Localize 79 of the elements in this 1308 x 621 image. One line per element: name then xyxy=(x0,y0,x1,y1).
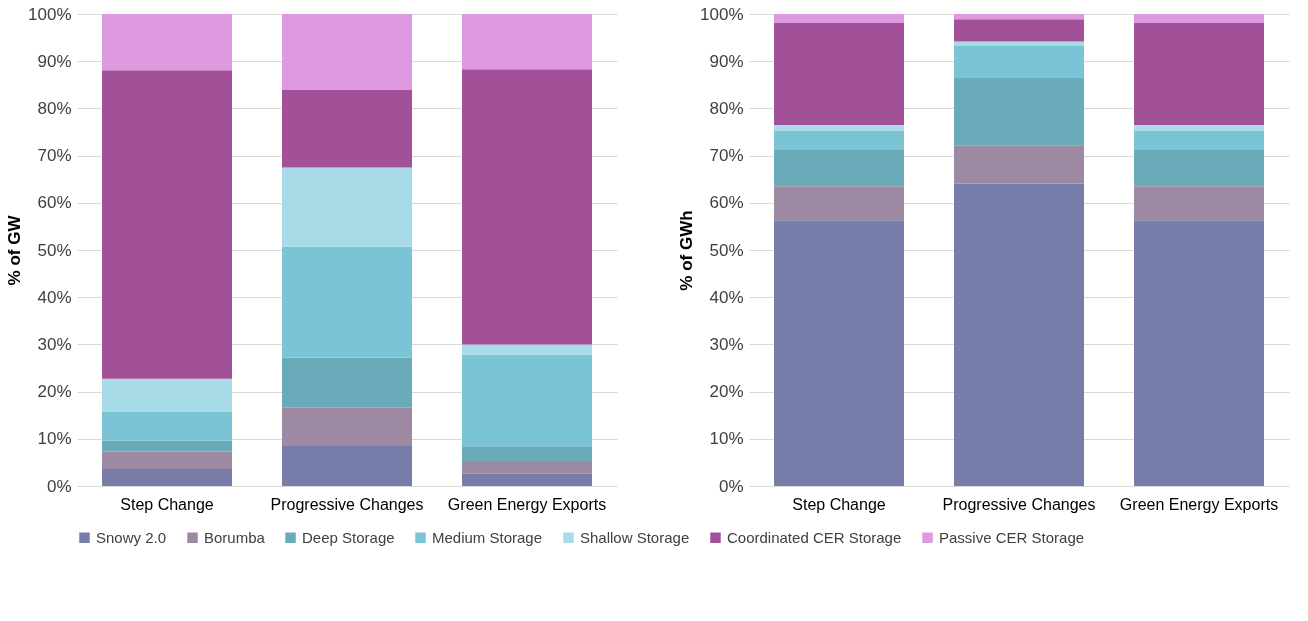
y-tick-label: 20% xyxy=(709,382,744,402)
x-tick-label: Green Energy Exports xyxy=(447,495,607,513)
y-tick-label: 70% xyxy=(37,146,72,166)
bar xyxy=(1134,130,1264,150)
legend-label: Passive CER Storage xyxy=(939,528,1085,546)
x-tick-label: Step Change xyxy=(792,495,886,513)
legend-label: Deep Storage xyxy=(302,528,395,546)
y-tick-label: 30% xyxy=(709,334,744,354)
bar xyxy=(102,469,232,486)
y-axis-title: % of GW xyxy=(5,214,25,286)
bar xyxy=(774,130,904,150)
bar xyxy=(102,14,232,71)
bar xyxy=(282,14,412,90)
y-tick-label: 60% xyxy=(37,193,72,213)
bar xyxy=(1134,220,1264,486)
legend-label: Borumba xyxy=(204,528,266,546)
bar xyxy=(462,446,592,461)
y-tick-label: 60% xyxy=(709,193,744,213)
y-tick-label: 70% xyxy=(709,146,744,166)
bar xyxy=(282,407,412,446)
bar xyxy=(774,149,904,187)
y-tick-label: 0% xyxy=(46,476,72,496)
bar xyxy=(954,14,1084,20)
bar xyxy=(1134,186,1264,221)
y-tick-label: 10% xyxy=(709,429,744,449)
x-tick-label: Progressive Changes xyxy=(942,495,1096,513)
bar xyxy=(102,70,232,379)
y-tick-label: 90% xyxy=(37,51,72,71)
y-tick-label: 80% xyxy=(709,98,744,118)
y-tick-label: 50% xyxy=(709,240,744,260)
legend-label: Medium Storage xyxy=(432,528,543,546)
y-tick-label: 10% xyxy=(37,429,72,449)
bar xyxy=(1134,149,1264,187)
y-tick-label: 90% xyxy=(709,51,744,71)
bar xyxy=(282,445,412,486)
legend-label: Snowy 2.0 xyxy=(96,528,167,546)
y-tick-label: 0% xyxy=(718,476,744,496)
bar xyxy=(774,186,904,221)
x-tick-label: Step Change xyxy=(120,495,214,513)
bar xyxy=(774,124,904,131)
x-tick-label: Green Energy Exports xyxy=(1119,495,1279,513)
bar xyxy=(462,69,592,345)
bar xyxy=(1134,14,1264,23)
y-tick-label: 40% xyxy=(37,287,72,307)
bar xyxy=(462,473,592,486)
bar xyxy=(102,440,232,452)
y-tick-label: 80% xyxy=(37,98,72,118)
y-tick-label: 100% xyxy=(28,4,72,24)
bar xyxy=(1134,22,1264,125)
bar xyxy=(774,22,904,125)
bar xyxy=(102,451,232,470)
bar xyxy=(954,46,1084,78)
bar xyxy=(282,246,412,358)
bar xyxy=(102,411,232,441)
bar xyxy=(282,89,412,168)
bar xyxy=(1134,124,1264,131)
bar xyxy=(462,354,592,447)
bar xyxy=(462,460,592,474)
legend-label: Shallow Storage xyxy=(580,528,690,546)
y-tick-label: 100% xyxy=(700,4,744,24)
legend-label: Coordinated CER Storage xyxy=(727,528,902,546)
bar xyxy=(954,77,1084,146)
bar xyxy=(954,183,1084,486)
y-tick-label: 30% xyxy=(37,334,72,354)
bar xyxy=(954,145,1084,184)
bar xyxy=(462,14,592,70)
bar xyxy=(954,19,1084,42)
y-axis-title: % of GWh xyxy=(677,210,697,291)
bar xyxy=(462,344,592,355)
x-tick-label: Progressive Changes xyxy=(270,495,424,513)
bar xyxy=(102,378,232,412)
y-tick-label: 50% xyxy=(37,240,72,260)
y-tick-label: 40% xyxy=(709,287,744,307)
bar xyxy=(774,220,904,486)
y-tick-label: 20% xyxy=(37,382,72,402)
bar xyxy=(954,41,1084,47)
bar xyxy=(774,14,904,23)
bar xyxy=(282,357,412,408)
bar xyxy=(282,167,412,247)
